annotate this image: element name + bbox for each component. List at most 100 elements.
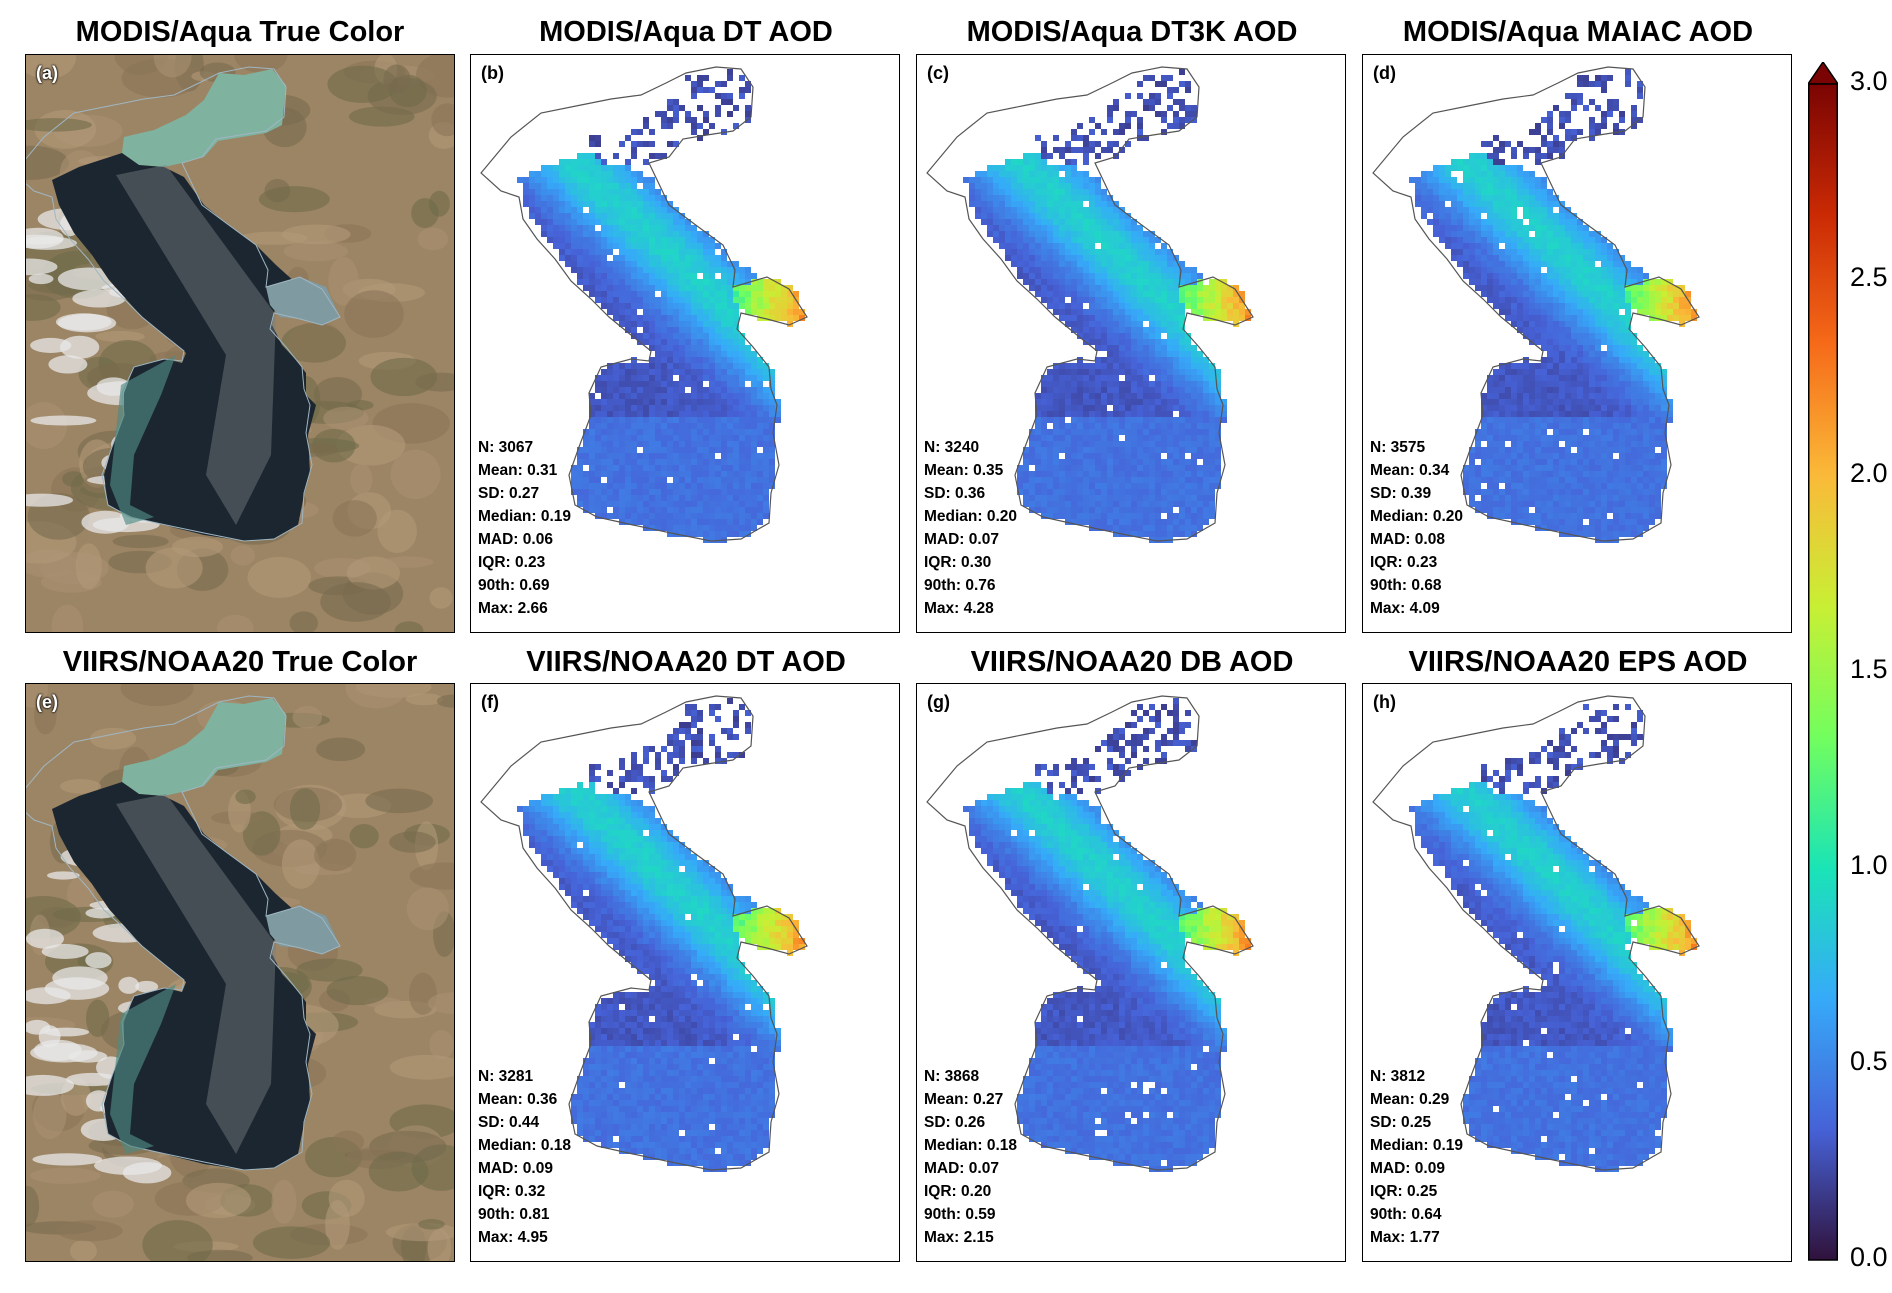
aod-pixel [1119, 495, 1125, 501]
aod-pixel [1065, 393, 1071, 399]
aod-pixel [1119, 471, 1125, 477]
aod-pixel [679, 357, 685, 363]
aod-pixel [1035, 405, 1041, 411]
aod-pixel [1173, 453, 1179, 459]
aod-pixel [1613, 351, 1619, 357]
aod-pixel [1619, 399, 1625, 405]
aod-pixel [1161, 321, 1167, 327]
aod-pixel [607, 267, 613, 273]
aod-pixel [1559, 285, 1565, 291]
aod-pixel [1583, 237, 1589, 243]
aod-pixel [1059, 189, 1065, 195]
aod-pixel [661, 495, 667, 501]
aod-pixel [703, 483, 709, 489]
aod-pixel [679, 273, 685, 279]
aod-pixel [691, 243, 697, 249]
aod-pixel [1047, 255, 1053, 261]
aod-pixel [1517, 381, 1523, 387]
aod-pixel [1637, 309, 1643, 315]
aod-pixel [1131, 237, 1137, 243]
aod-pixel [583, 177, 589, 183]
aod-pixel [1559, 309, 1565, 315]
aod-pixel [1209, 489, 1215, 495]
aod-pixel [1451, 219, 1457, 225]
aod-pixel [1053, 423, 1059, 429]
aod-pixel [1595, 309, 1601, 315]
aod-pixel [727, 399, 733, 405]
aod-pixel [963, 177, 969, 183]
aod-pixel [1215, 441, 1221, 447]
aod-pixel [709, 513, 715, 519]
aod-pixel [1113, 513, 1119, 519]
aod-pixel [1125, 417, 1131, 423]
aod-pixel [1559, 213, 1565, 219]
aod-pixel [1523, 255, 1529, 261]
aod-pixel [1203, 471, 1209, 477]
aod-pixel [1173, 501, 1179, 507]
aod-pixel [1191, 357, 1197, 363]
aod-pixel [625, 321, 631, 327]
aod-pixel [697, 309, 703, 315]
aod-pixel [1077, 333, 1083, 339]
aod-pixel [1529, 261, 1535, 267]
aod-pixel [1113, 405, 1119, 411]
aod-pixel [751, 351, 757, 357]
aod-pixel [1541, 387, 1547, 393]
aod-pixel [1053, 411, 1059, 417]
aod-pixel [727, 531, 733, 537]
aod-pixel [1601, 111, 1607, 117]
aod-pixel [1179, 291, 1185, 297]
aod-pixel [1191, 111, 1197, 117]
aod-pixel [1101, 369, 1107, 375]
aod-pixel [1083, 429, 1089, 435]
aod-pixel [1451, 255, 1457, 261]
aod-pixel [703, 363, 709, 369]
aod-pixel [613, 477, 619, 483]
aod-pixel [1023, 471, 1029, 477]
aod-pixel [1505, 189, 1511, 195]
aod-pixel [703, 525, 709, 531]
cloud-patch [26, 258, 58, 276]
aod-pixel [1631, 387, 1637, 393]
aod-pixel [1601, 87, 1607, 93]
aod-pixel [1535, 123, 1541, 129]
aod-pixel [697, 405, 703, 411]
aod-pixel [739, 471, 745, 477]
aod-pixel [1131, 333, 1137, 339]
aod-pixel [1077, 195, 1083, 201]
aod-pixel [1071, 243, 1077, 249]
aod-pixel [1131, 375, 1137, 381]
aod-pixel [595, 453, 601, 459]
aod-pixel [583, 495, 589, 501]
aod-pixel [1119, 357, 1125, 363]
aod-pixel [1595, 369, 1601, 375]
aod-pixel [673, 495, 679, 501]
aod-pixel [745, 435, 751, 441]
aod-pixel [1125, 141, 1131, 147]
aod-pixel [745, 531, 751, 537]
aod-pixel [1137, 411, 1143, 417]
aod-pixel [1035, 213, 1041, 219]
aod-pixel [1517, 327, 1523, 333]
aod-pixel [1547, 315, 1553, 321]
aod-pixel [1167, 447, 1173, 453]
aod-pixel [1161, 339, 1167, 345]
aod-pixel [691, 321, 697, 327]
aod-pixel [1523, 309, 1529, 315]
aod-pixel [1119, 297, 1125, 303]
aod-pixel [649, 393, 655, 399]
aod-pixel [697, 333, 703, 339]
aod-pixel [1071, 417, 1077, 423]
aod-pixel [739, 519, 745, 525]
aod-pixel [1089, 237, 1095, 243]
aod-pixel [541, 213, 547, 219]
aod-pixel [577, 459, 583, 465]
aod-pixel [739, 417, 745, 423]
aod-pixel [1541, 201, 1547, 207]
aod-pixel [1041, 177, 1047, 183]
aod-pixel [1131, 339, 1137, 345]
aod-pixel [1607, 99, 1613, 105]
aod-pixel [1445, 177, 1451, 183]
aod-pixel [1041, 165, 1047, 171]
aod-pixel [571, 471, 577, 477]
